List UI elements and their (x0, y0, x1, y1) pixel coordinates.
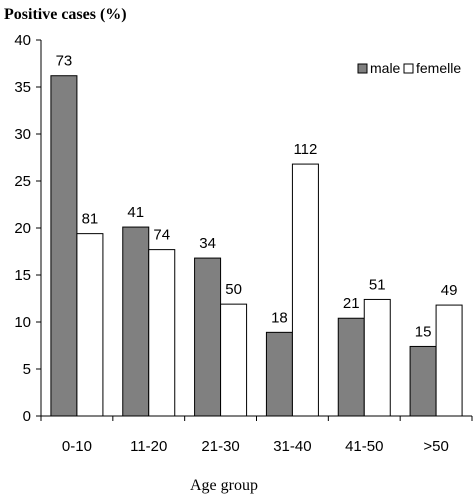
y-tick-label: 5 (23, 361, 31, 378)
y-tick-label: 10 (14, 314, 31, 331)
y-tick-label: 35 (14, 79, 31, 96)
legend-label-male: male (370, 60, 401, 76)
bar-male (265, 331, 293, 417)
y-tick-label: 25 (14, 173, 31, 190)
data-label-male: 41 (127, 204, 144, 221)
data-label-male: 18 (271, 309, 288, 326)
bar-male (409, 345, 437, 417)
bar-male (337, 317, 365, 417)
y-tick-label: 0 (23, 408, 31, 425)
data-label-male: 15 (415, 323, 432, 340)
data-label-male: 34 (199, 235, 216, 252)
bar-femelle (76, 233, 104, 417)
bar-femelle (363, 298, 391, 417)
bar-femelle (220, 303, 248, 417)
x-tick-label: >50 (423, 438, 448, 455)
bar-male (50, 75, 78, 417)
data-label-femelle: 112 (293, 141, 317, 158)
x-tick-label: 0-10 (62, 438, 92, 455)
y-axis-ticks: 0 5 10 15 20 25 30 35 40 (14, 32, 41, 425)
y-tick-label: 15 (14, 267, 31, 284)
bar-femelle (148, 249, 176, 417)
x-tick-label: 31-40 (273, 438, 311, 455)
data-label-femelle: 81 (82, 211, 99, 228)
y-tick-label: 20 (14, 220, 31, 237)
legend: male femelle (357, 60, 461, 76)
legend-swatch-femelle (403, 63, 414, 74)
y-axis-title: Positive cases (%) (4, 6, 127, 23)
x-tick-label: 21-30 (201, 438, 239, 455)
bar-femelle (291, 163, 319, 417)
legend-swatch-male (357, 63, 368, 74)
data-label-male: 21 (343, 295, 360, 312)
data-label-femelle: 74 (153, 227, 170, 244)
data-labels-group: 73 41 34 18 21 15 81 74 50 112 51 49 (56, 53, 458, 341)
x-tick-label: 11-20 (130, 438, 167, 455)
y-tick-label: 40 (14, 32, 31, 49)
data-label-femelle: 50 (225, 281, 242, 298)
data-label-male: 73 (56, 53, 73, 70)
bar-male (194, 257, 222, 417)
bar-femelle (435, 304, 463, 417)
x-axis-title: Age group (190, 477, 258, 494)
data-label-femelle: 51 (369, 276, 386, 293)
y-tick-label: 30 (14, 126, 31, 143)
data-label-femelle: 49 (441, 282, 458, 299)
x-tick-label: 41-50 (345, 438, 383, 455)
bar-male (122, 226, 150, 417)
legend-label-femelle: femelle (416, 60, 461, 76)
x-axis-ticks: 0-10 11-20 21-30 31-40 41-50 >50 (40, 416, 473, 455)
bars-group (50, 75, 463, 417)
